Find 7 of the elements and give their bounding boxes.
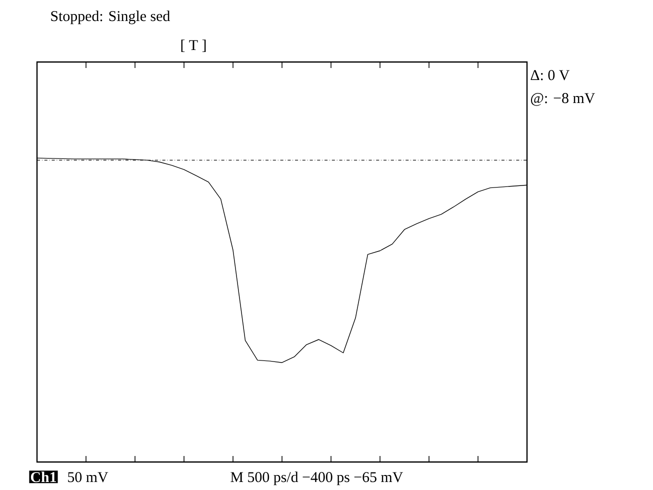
- chart-title: Stopped: Single sed: [51, 10, 170, 24]
- text: Ch1: [30, 472, 56, 482]
- text: [ T ]: [181, 40, 206, 52]
- text: 50 mV: [68, 472, 108, 482]
- text: M 500 ps/d −400 ps −65 mV: [230, 472, 403, 486]
- text: Δ: 0 V: [530, 70, 570, 80]
- text: @: −8 mV: [531, 93, 595, 106]
